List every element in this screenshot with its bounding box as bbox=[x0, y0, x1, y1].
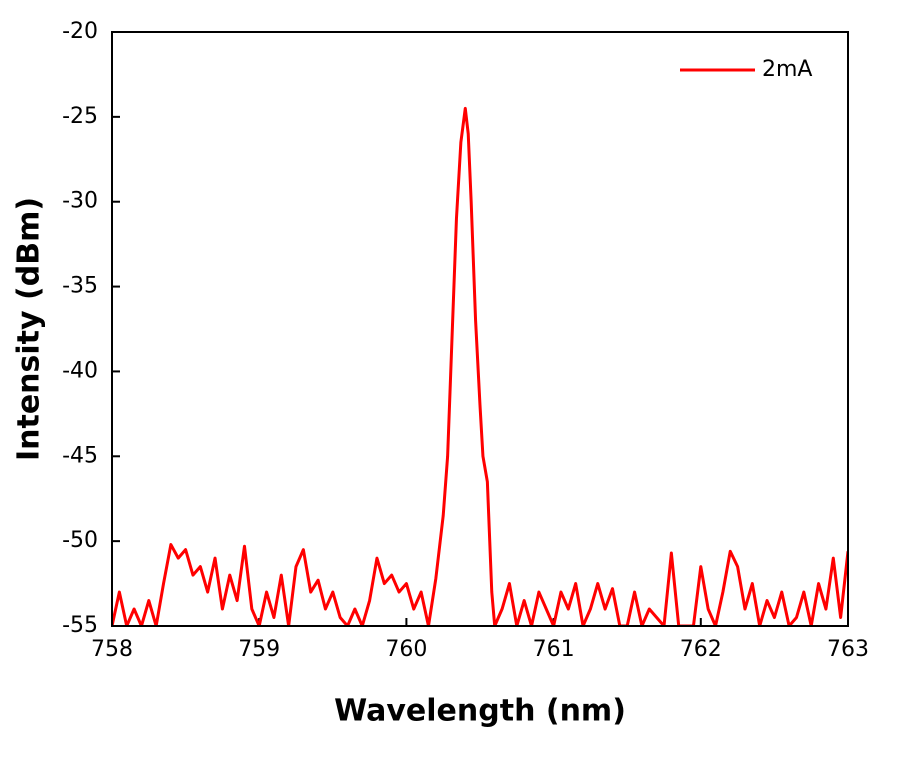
y-tick-label: -30 bbox=[62, 189, 98, 214]
y-tick-label: -40 bbox=[62, 358, 98, 383]
y-tick-label: -20 bbox=[62, 19, 98, 44]
x-axis-label: Wavelength (nm) bbox=[334, 694, 626, 729]
y-tick-label: -25 bbox=[62, 104, 98, 129]
data-line bbox=[112, 106, 848, 626]
y-tick-label: -50 bbox=[62, 528, 98, 553]
y-tick-label: -55 bbox=[62, 613, 98, 638]
x-tick-label: 760 bbox=[385, 637, 427, 662]
y-tick-label: -45 bbox=[62, 443, 98, 468]
x-tick-label: 761 bbox=[533, 637, 575, 662]
y-axis-label: Intensity (dBm) bbox=[12, 197, 47, 461]
x-tick-label: 758 bbox=[91, 637, 133, 662]
x-tick-label: 763 bbox=[827, 637, 869, 662]
legend-label: 2mA bbox=[762, 57, 812, 82]
x-tick-label: 762 bbox=[680, 637, 722, 662]
y-tick-label: -35 bbox=[62, 274, 98, 299]
x-tick-label: 759 bbox=[238, 637, 280, 662]
plot-frame bbox=[111, 31, 849, 627]
